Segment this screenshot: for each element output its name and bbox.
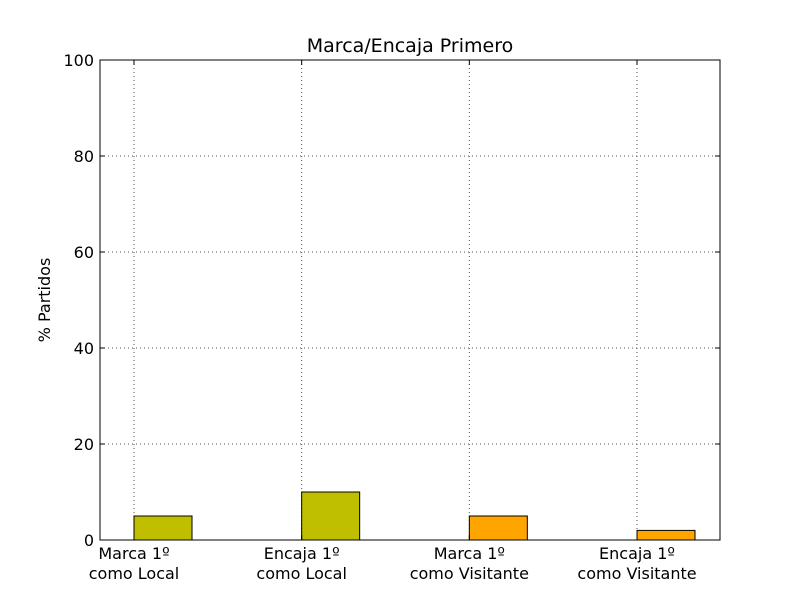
x-tick-label-line: como Local <box>256 564 347 583</box>
y-tick-label: 100 <box>63 51 94 70</box>
x-tick-label-line: Encaja 1º <box>599 544 675 563</box>
bar <box>301 491 361 541</box>
x-tick-label: Marca 1º como Local <box>89 544 180 583</box>
x-tick-label-line: Marca 1º <box>98 544 169 563</box>
bar <box>636 529 696 541</box>
y-tick-label: 60 <box>74 243 94 262</box>
chart-title: Marca/Encaja Primero <box>307 35 513 57</box>
x-tick-label-line: como Local <box>89 564 180 583</box>
y-tick-label: 20 <box>74 435 94 454</box>
x-tick-label-line: como Visitante <box>410 564 529 583</box>
plot-frame <box>99 59 721 541</box>
bar <box>468 515 528 541</box>
x-tick-label: Encaja 1º como Visitante <box>577 544 696 583</box>
y-tick-label: 40 <box>74 339 94 358</box>
y-axis-label: % Partidos <box>35 258 54 343</box>
x-tick-label-line: Encaja 1º <box>264 544 340 563</box>
y-tick-label: 0 <box>84 531 94 550</box>
bars <box>133 491 696 541</box>
x-tick-label: Encaja 1º como Local <box>256 544 347 583</box>
x-tick-label-line: Marca 1º <box>434 544 505 563</box>
y-tick-label: 80 <box>74 147 94 166</box>
x-tick-label-line: como Visitante <box>577 564 696 583</box>
x-tick-label: Marca 1º como Visitante <box>410 544 529 583</box>
bar <box>133 515 193 541</box>
